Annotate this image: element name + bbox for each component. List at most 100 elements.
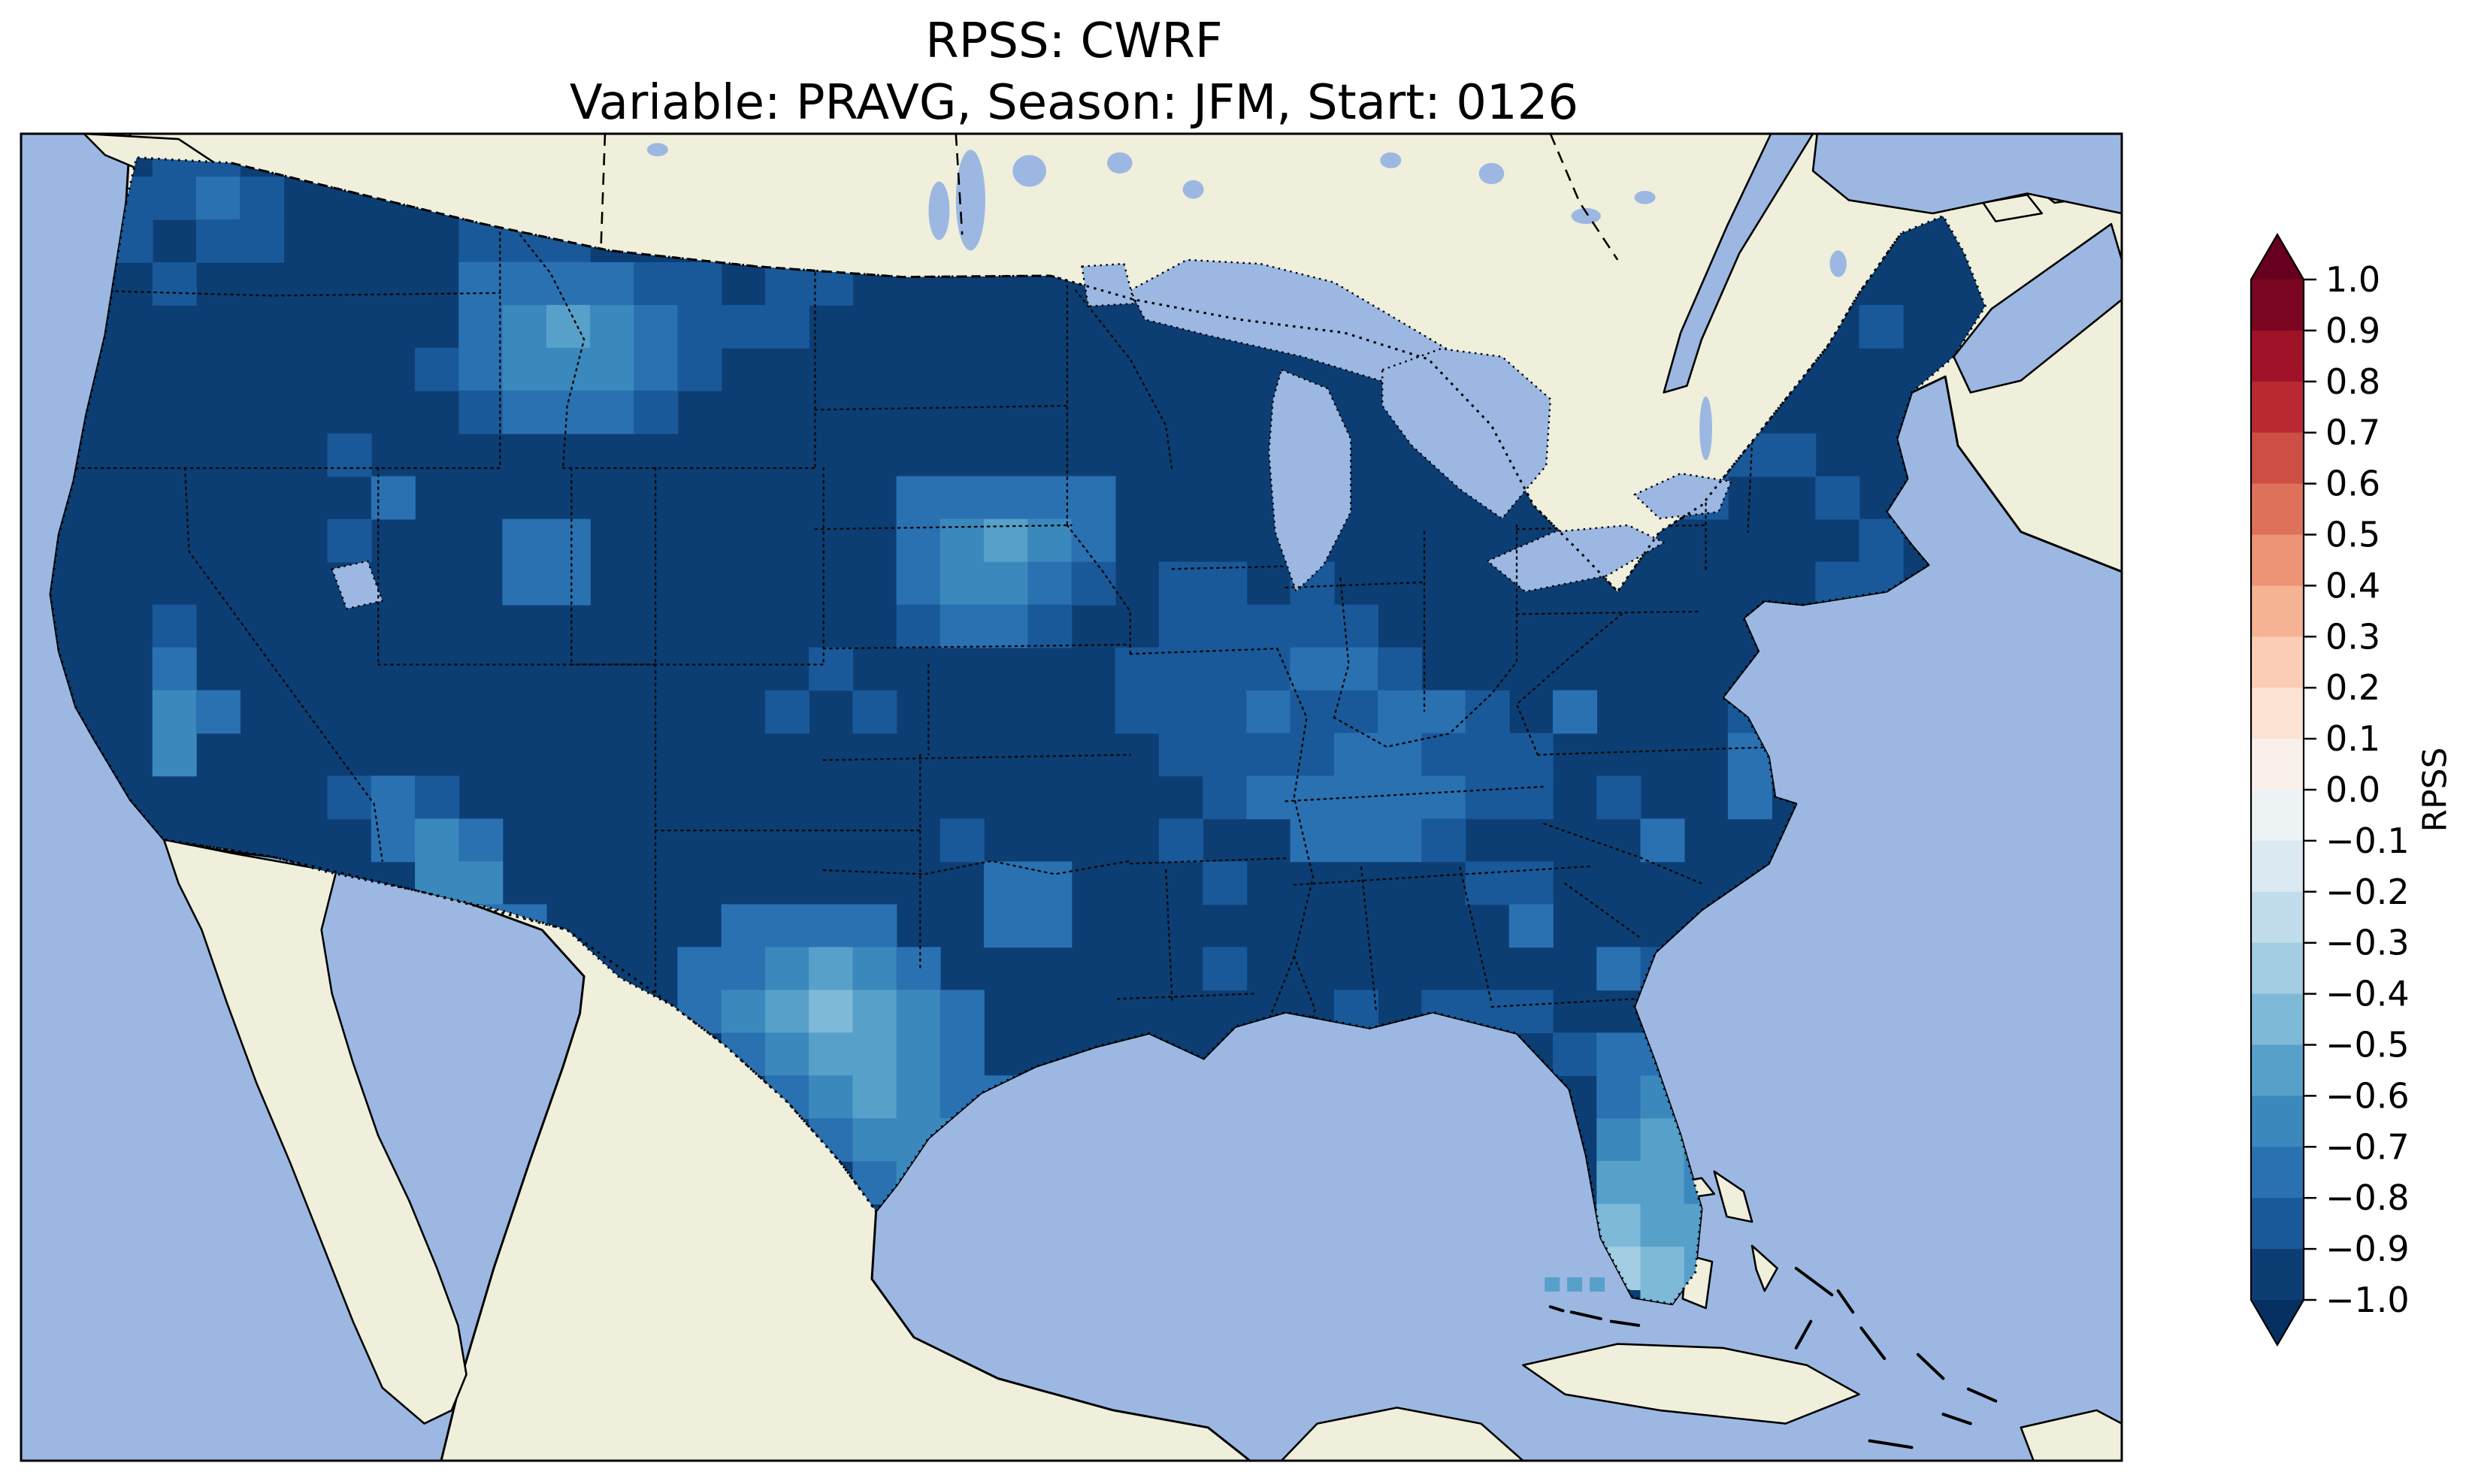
rpss-cell	[458, 304, 504, 349]
sea-inlet-1	[1811, 134, 2122, 215]
rpss-cell	[240, 177, 285, 220]
rpss-cell	[852, 1075, 897, 1120]
islet	[1836, 1289, 1855, 1314]
rpss-cell	[1333, 604, 1378, 648]
colorbar-segment	[2251, 688, 2304, 739]
state-border	[814, 524, 1073, 530]
state-border	[1129, 648, 1278, 655]
small-islands	[1548, 1266, 1998, 1449]
colorbar-tick-label: −0.2	[2325, 872, 2410, 912]
colorbar-over-arrow	[2251, 234, 2304, 280]
rpss-cell	[458, 261, 504, 306]
rpss-cell	[896, 518, 941, 563]
rpss-cell	[1333, 733, 1378, 777]
colorbar-segment	[2251, 891, 2304, 944]
rpss-cell	[809, 990, 854, 1034]
state-border	[814, 404, 1069, 411]
islet	[1868, 1439, 1914, 1449]
state-border	[822, 754, 1131, 761]
colorbar-segment	[2251, 1249, 2304, 1301]
colorbar-tick-label: 1.0	[2325, 259, 2380, 300]
rpss-cell	[1508, 904, 1554, 948]
rpss-cell	[1203, 861, 1248, 905]
state-border	[1284, 581, 1426, 589]
rpss-cell	[721, 304, 766, 349]
rpss-cell	[502, 347, 547, 391]
rpss-cell	[1203, 775, 1248, 820]
state-border	[507, 219, 585, 470]
island-9	[1713, 1170, 1753, 1223]
rpss-cell	[677, 947, 722, 991]
rpss-cell	[590, 304, 634, 349]
rpss-cell	[1246, 733, 1291, 777]
islet	[1569, 1310, 1602, 1321]
colorbar-segment	[2251, 993, 2304, 1046]
rpss-cell	[502, 390, 547, 434]
rpss-cell	[1159, 733, 1203, 777]
small-lake	[1012, 155, 1046, 187]
rpss-cell	[984, 861, 1028, 905]
lake-6	[1081, 262, 1136, 307]
colorbar-tick-label: 0.1	[2325, 718, 2380, 759]
rpss-cell	[152, 177, 197, 220]
rpss-cell-detached	[1567, 1277, 1583, 1292]
colorbar-tick-label: 0.0	[2325, 769, 2380, 810]
rpss-cell	[721, 904, 766, 948]
lake-4	[1633, 472, 1732, 520]
colorbar-segment	[2251, 636, 2304, 688]
rpss-cell	[1859, 304, 1904, 349]
rpss-cell	[1290, 775, 1335, 820]
lake-0	[1129, 258, 1472, 387]
lake-1	[1268, 369, 1352, 593]
rpss-cell	[809, 1032, 854, 1077]
rpss-cell	[415, 347, 460, 391]
colorbar-under-arrow	[2251, 1300, 2304, 1345]
rpss-cell	[240, 219, 285, 263]
rpss-cell	[152, 157, 197, 177]
rpss-cell	[152, 604, 197, 648]
rpss-cell	[852, 947, 897, 991]
rpss-cell	[371, 775, 416, 820]
rpss-cell	[896, 1032, 941, 1077]
island-3	[2020, 1409, 2122, 1461]
rpss-cell	[764, 990, 809, 1034]
colorbar-tick-label: −0.9	[2325, 1229, 2410, 1269]
island-0	[162, 839, 467, 1425]
rpss-cell	[764, 690, 809, 734]
rpss-cell	[939, 818, 985, 863]
rpss-cell	[458, 390, 504, 434]
rpss-cell	[1508, 990, 1554, 1034]
rpss-cell	[939, 476, 985, 520]
rpss-cell	[546, 304, 591, 349]
sea-inlet-0	[1663, 134, 1814, 394]
colorbar-tick-label: −0.3	[2325, 923, 2410, 963]
rpss-cell	[1596, 1075, 1641, 1120]
rpss-cell	[327, 775, 372, 820]
rpss-data-field	[50, 157, 1986, 1304]
rpss-cell	[546, 561, 591, 606]
rpss-cell	[590, 347, 634, 391]
rpss-cell	[1115, 647, 1160, 691]
colorbar-segment	[2251, 1044, 2304, 1096]
rpss-cell	[1027, 476, 1073, 520]
rpss-cell	[1465, 690, 1510, 734]
lake-5	[331, 560, 383, 610]
rpss-cell	[677, 304, 722, 349]
rpss-cell	[1815, 476, 1860, 520]
small-lake	[1829, 250, 1847, 277]
state-border	[1515, 610, 1703, 615]
rpss-cell	[984, 476, 1028, 520]
state-border	[1360, 866, 1377, 1011]
rpss-cell	[1246, 604, 1291, 648]
rpss-cell	[1378, 690, 1423, 734]
island-11	[1750, 1244, 1778, 1292]
colorbar-axis-label: RPSS	[2416, 748, 2455, 833]
rpss-cell	[502, 518, 547, 563]
rpss-cell	[1071, 476, 1116, 520]
rpss-cell	[590, 261, 634, 306]
colorbar-segment	[2251, 534, 2304, 586]
map-inner	[49, 134, 2122, 1461]
rpss-cell	[984, 561, 1028, 606]
us-canada-border	[231, 162, 1051, 279]
